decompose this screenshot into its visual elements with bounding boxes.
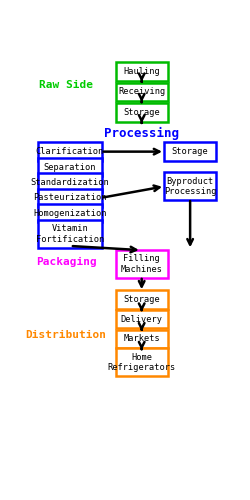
Text: Home
Refrigerators: Home Refrigerators [108, 352, 176, 372]
Text: Vitamin
Fortification: Vitamin Fortification [36, 224, 104, 244]
Text: Byproduct
Processing: Byproduct Processing [164, 176, 216, 196]
FancyBboxPatch shape [38, 188, 102, 207]
FancyBboxPatch shape [116, 103, 168, 122]
Text: Storage: Storage [172, 147, 208, 156]
FancyBboxPatch shape [38, 173, 102, 192]
FancyBboxPatch shape [164, 142, 216, 161]
FancyBboxPatch shape [116, 330, 168, 348]
Text: Pasteurization: Pasteurization [33, 194, 107, 202]
Text: Clarification: Clarification [36, 147, 104, 156]
Text: Processing: Processing [104, 126, 179, 140]
Text: Homogenization: Homogenization [33, 208, 107, 218]
Text: Hauling: Hauling [123, 67, 160, 76]
FancyBboxPatch shape [116, 348, 168, 376]
FancyBboxPatch shape [38, 220, 102, 248]
Text: Distribution: Distribution [26, 330, 106, 340]
Text: Separation: Separation [44, 162, 96, 172]
FancyBboxPatch shape [38, 204, 102, 223]
FancyBboxPatch shape [38, 142, 102, 161]
FancyBboxPatch shape [116, 62, 168, 81]
Text: Filling
Machines: Filling Machines [121, 254, 163, 274]
Text: Storage: Storage [123, 295, 160, 304]
Text: Storage: Storage [123, 108, 160, 117]
FancyBboxPatch shape [164, 172, 216, 200]
Text: Standardization: Standardization [30, 178, 110, 187]
FancyBboxPatch shape [38, 158, 102, 176]
Text: Markets: Markets [123, 334, 160, 343]
FancyBboxPatch shape [116, 290, 168, 308]
Text: Delivery: Delivery [121, 314, 163, 324]
Text: Receiving: Receiving [118, 88, 165, 96]
FancyBboxPatch shape [116, 250, 168, 278]
Text: Packaging: Packaging [36, 257, 96, 267]
FancyBboxPatch shape [116, 82, 168, 101]
Text: Raw Side: Raw Side [39, 80, 93, 90]
FancyBboxPatch shape [116, 310, 168, 328]
